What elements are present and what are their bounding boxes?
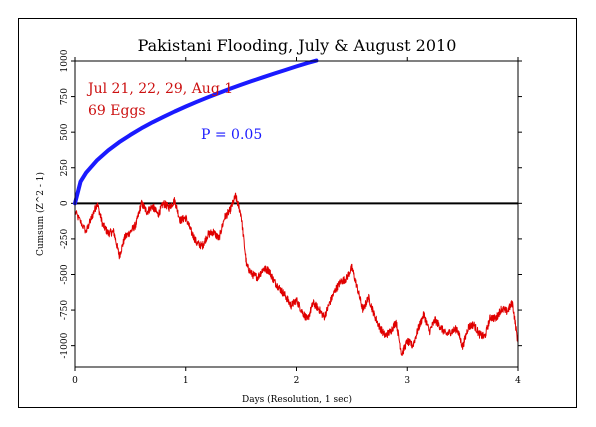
y-tick-label: -500: [60, 264, 70, 284]
x-tick-label: 3: [404, 376, 410, 386]
annotation-pvalue: P = 0.05: [201, 127, 262, 143]
chart-title: Pakistani Flooding, July & August 2010: [138, 36, 457, 55]
chart-frame: [18, 18, 577, 408]
y-tick-label: -250: [60, 229, 70, 249]
y-tick-label: 750: [60, 88, 70, 105]
y-tick-label: 500: [60, 123, 70, 140]
x-tick-label: 1: [183, 376, 189, 386]
y-axis-label: Cumsum (Z^2 - 1): [35, 172, 46, 256]
plot-area: [74, 60, 519, 368]
axes-layer: -1000 -750 -500 -250 0 250 500 750 1000 0 1 2 3 4: [60, 49, 522, 386]
annotation-dates: Jul 21, 22, 29, Aug 1: [86, 81, 233, 97]
y-tick-label: -750: [60, 300, 70, 320]
y-tick-label: 1000: [60, 49, 70, 72]
x-tick-label: 0: [72, 376, 78, 386]
y-tick-label: 0: [60, 200, 70, 206]
series-cumdev-line: [74, 192, 519, 356]
y-tick-label: -1000: [60, 332, 70, 358]
series-envelope-line: [73, 58, 319, 206]
annotation-eggs: 69 Eggs: [88, 103, 146, 119]
x-tick-label: 4: [515, 376, 521, 386]
y-tick-label: 250: [60, 159, 70, 176]
x-axis-label: Days (Resolution, 1 sec): [242, 394, 352, 405]
x-tick-label: 2: [294, 376, 300, 386]
series-layer: [73, 58, 519, 356]
